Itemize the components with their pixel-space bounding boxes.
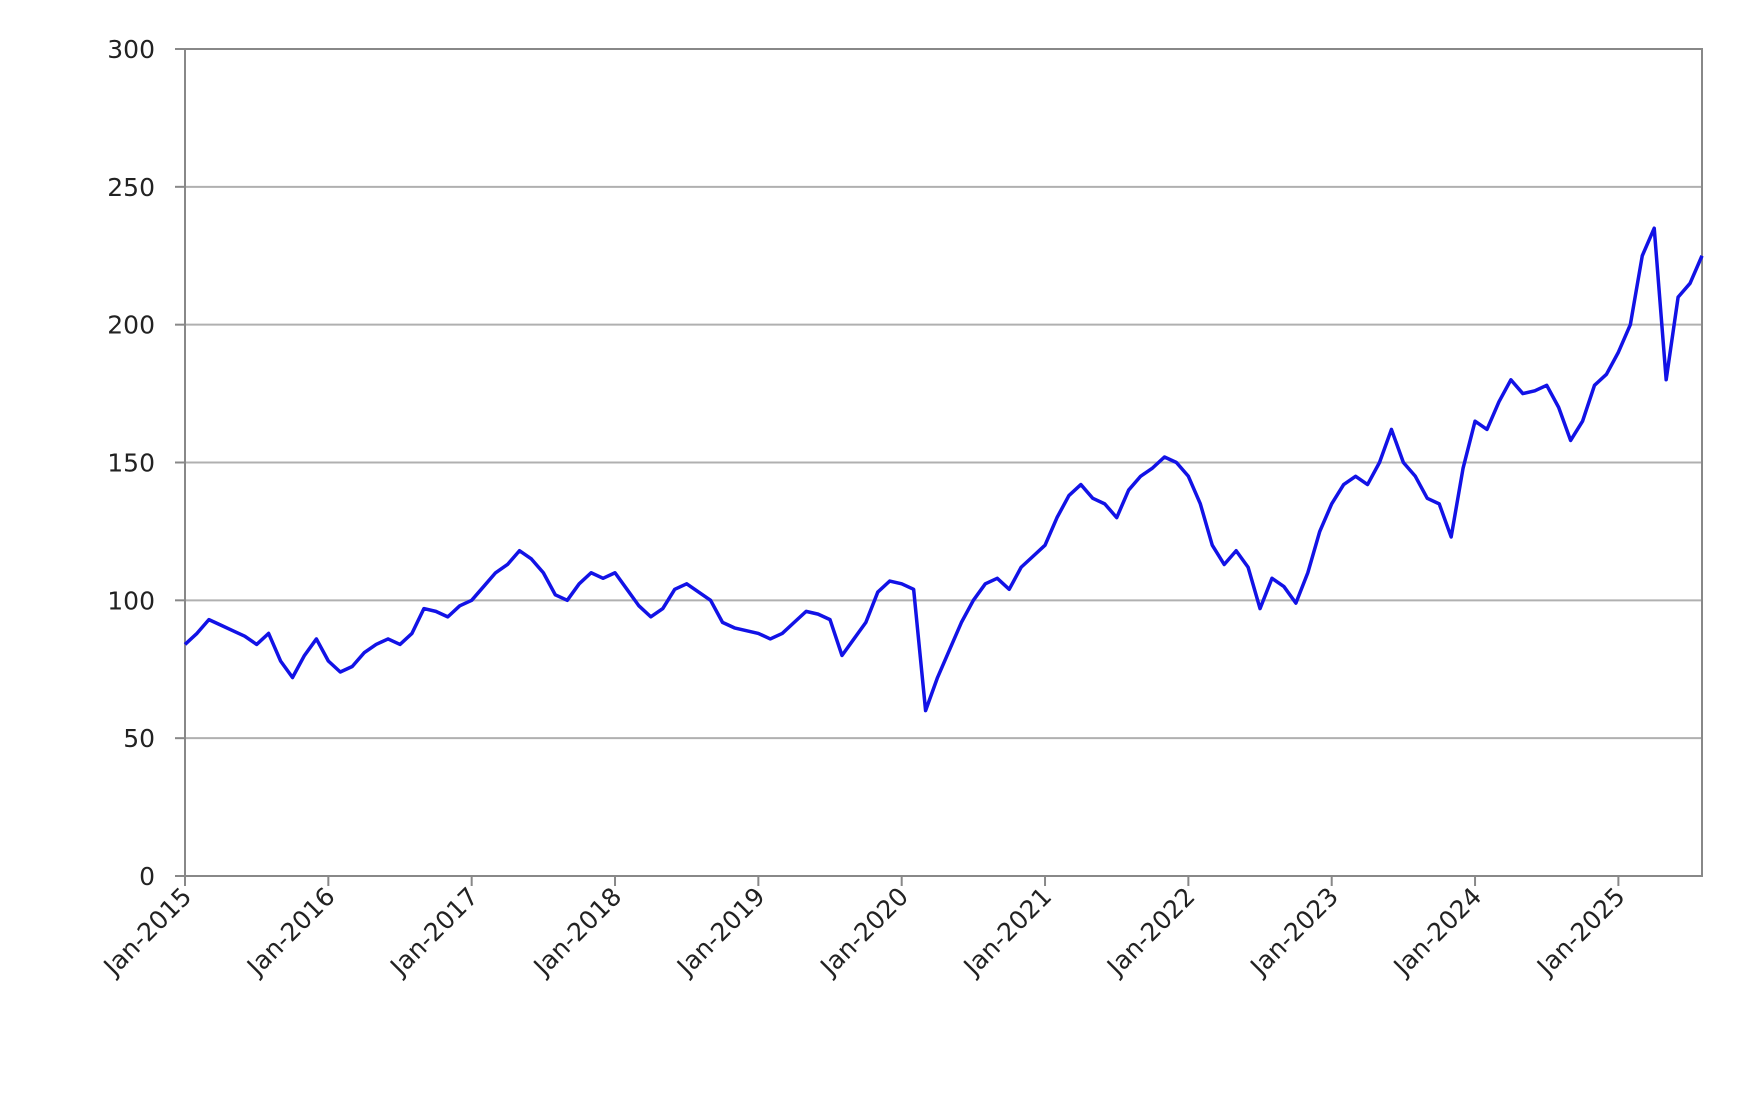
x-tick-label: Jan-2020 (813, 882, 914, 983)
y-tick-label: 50 (123, 724, 155, 753)
x-tick-label: Jan-2023 (1243, 882, 1344, 983)
x-tick-label: Jan-2024 (1387, 882, 1488, 983)
y-tick-label: 100 (107, 586, 155, 615)
x-tick-label: Jan-2017 (383, 882, 484, 983)
y-tick-label: 0 (139, 862, 155, 891)
data-line (183, 226, 1704, 713)
x-tick-label: Jan-2015 (97, 882, 198, 983)
x-tick-label: Jan-2022 (1100, 882, 1201, 983)
x-tick-label: Jan-2016 (240, 882, 341, 983)
x-tick-label: Jan-2019 (670, 882, 771, 983)
y-tick-label: 150 (107, 449, 155, 478)
y-tick-label: 300 (107, 35, 155, 64)
plot-frame (184, 48, 1703, 877)
y-tick-label: 200 (107, 311, 155, 340)
x-tick-label: Jan-2021 (957, 882, 1058, 983)
x-tick-label: Jan-2025 (1530, 882, 1631, 983)
x-tick-label: Jan-2018 (527, 882, 628, 983)
y-tick-label: 250 (107, 173, 155, 202)
